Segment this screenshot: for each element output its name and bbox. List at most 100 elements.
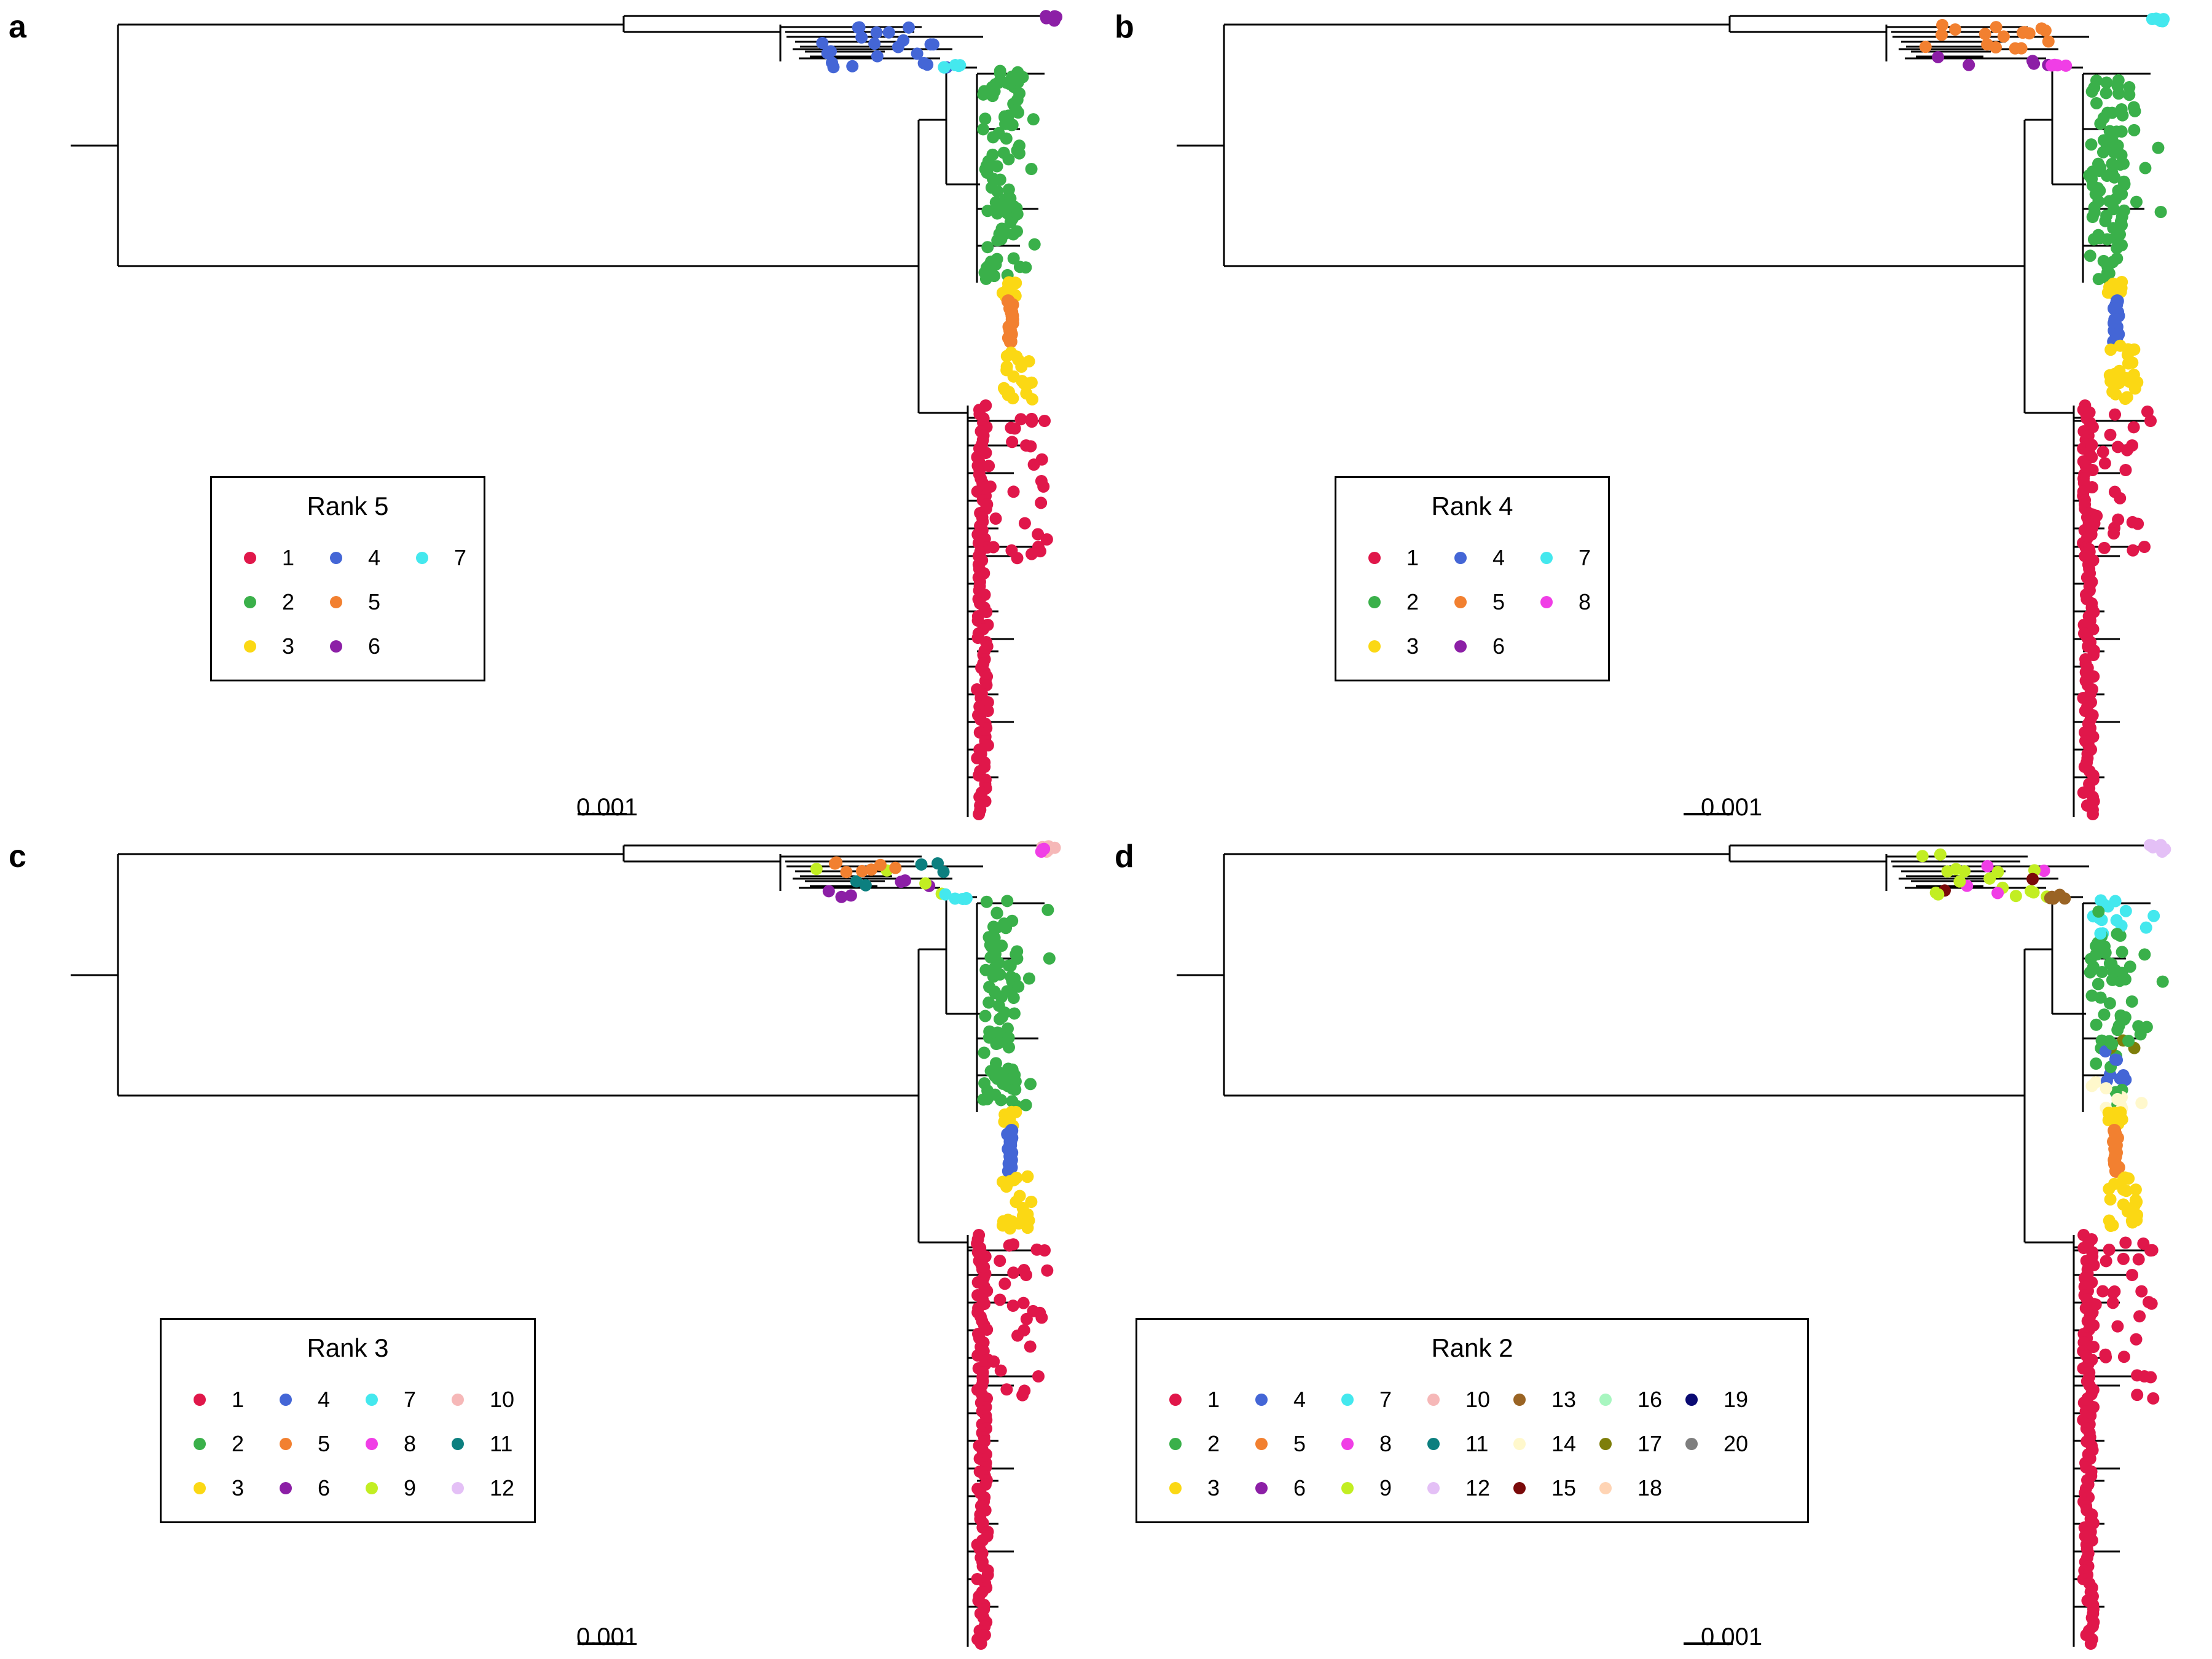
legend-item-7: 7 [1540, 546, 1626, 573]
legend-dot [1255, 1394, 1268, 1406]
tip-point [2108, 485, 2121, 498]
legend-item-2: 2 [244, 590, 330, 617]
tip-point [2023, 27, 2036, 40]
tip-point [1990, 21, 2002, 34]
legend-label: 5 [368, 589, 381, 614]
legend-dot [1540, 552, 1553, 564]
tip-point [1991, 866, 2004, 879]
tip-point [973, 808, 986, 820]
legend-label: 9 [1379, 1475, 1392, 1500]
tip-point [982, 996, 995, 1009]
tip-point [1012, 980, 1025, 993]
tip-point [919, 877, 932, 890]
legend-dot [1169, 1438, 1182, 1450]
legend-title-c: Rank 3 [307, 1333, 389, 1362]
legend-dot [1513, 1482, 1526, 1494]
legend-item-2: 2 [1368, 590, 1454, 617]
tip-point [995, 939, 1008, 952]
tip-point [1022, 972, 1035, 985]
tip-point [994, 1364, 1007, 1377]
tip-point [1007, 228, 1020, 241]
legend-item-19: 19 [1685, 1387, 1771, 1414]
legend-item-10: 10 [1427, 1387, 1513, 1414]
tip-point [2156, 975, 2169, 988]
tip-point [2097, 254, 2110, 267]
tip-point [2117, 1351, 2130, 1363]
legend-label: 6 [1293, 1475, 1306, 1500]
tip-point [2104, 343, 2117, 356]
legend-item-3: 3 [1169, 1476, 1255, 1503]
tip-point [2025, 885, 2037, 898]
tip-point [2128, 104, 2141, 117]
tip-point [1041, 1264, 1054, 1277]
tip-point [830, 856, 843, 869]
tip-point [2128, 124, 2141, 136]
tip-point [2109, 388, 2122, 401]
legend-item-2: 2 [194, 1432, 280, 1459]
legend-item-2: 2 [1169, 1432, 1255, 1459]
legend-item-20: 20 [1685, 1432, 1771, 1459]
legend-label: 15 [1551, 1475, 1577, 1500]
legend-label: 6 [368, 633, 381, 659]
tip-point [1032, 1370, 1045, 1382]
tip-point [2108, 171, 2121, 184]
tip-point [993, 1037, 1006, 1049]
legend-title-a: Rank 5 [307, 492, 389, 520]
tip-point [2131, 1389, 2144, 1402]
tip-point [1010, 1196, 1022, 1209]
tip-point [2114, 1009, 2127, 1022]
tip-point [1935, 28, 1948, 41]
tip-point [1028, 238, 1041, 251]
tip-point [2042, 35, 2055, 48]
tip-point [835, 890, 848, 903]
tip-point [2026, 873, 2039, 885]
tip-point [2117, 1069, 2130, 1082]
tip-point [2129, 1194, 2142, 1207]
legend-item-18: 18 [1599, 1476, 1685, 1503]
tip-point [2096, 1285, 2109, 1298]
tip-point [1024, 1078, 1037, 1091]
legend-dot [1169, 1482, 1182, 1494]
tip-point [2106, 256, 2119, 269]
tip-point [2104, 428, 2117, 441]
tip-point [2130, 1333, 2143, 1346]
legend-label: 10 [490, 1387, 515, 1412]
tree-d [1177, 839, 2171, 1650]
tip-point [2100, 1082, 2112, 1095]
tip-point [2119, 904, 2132, 917]
tip-point [2087, 960, 2100, 973]
tip-point [2126, 1216, 2139, 1229]
tip-point [2134, 1028, 2147, 1041]
tip-point [987, 920, 1000, 933]
tip-point [2146, 13, 2159, 26]
tip-point [1022, 377, 1035, 390]
legend-dot [1368, 552, 1381, 564]
legend-item-11: 11 [1427, 1432, 1513, 1459]
tip-point [911, 47, 924, 60]
legend-dot [330, 552, 342, 564]
legend-b: Rank 4 1 2 3 4 5 6 7 8 [1335, 476, 1610, 681]
tip-point [990, 160, 1003, 173]
tip-point [810, 863, 823, 876]
tip-point [1007, 485, 1020, 498]
tip-point [1007, 1238, 1020, 1251]
tip-point [1003, 335, 1018, 348]
legend-label: 1 [282, 545, 295, 570]
tip-point [2119, 464, 2132, 477]
tip-point [2116, 187, 2128, 200]
legend-item-5: 5 [280, 1432, 366, 1459]
tip-point [2109, 1107, 2122, 1120]
tip-point [2105, 957, 2118, 970]
tip-point [1019, 1099, 1032, 1112]
legend-item-5: 5 [1454, 590, 1540, 617]
panel-letter-b: b [1115, 9, 1134, 45]
tip-point [2121, 1205, 2134, 1218]
tip-point [1041, 903, 1054, 916]
legend-item-7: 7 [416, 546, 502, 573]
tip-point [2109, 408, 2122, 421]
tip-point [2096, 146, 2109, 159]
tip-point [1000, 922, 1013, 935]
legend-dot [1255, 1482, 1268, 1494]
legend-dot [1169, 1394, 1182, 1406]
scale-label-b: 0.001 [1701, 794, 1763, 821]
